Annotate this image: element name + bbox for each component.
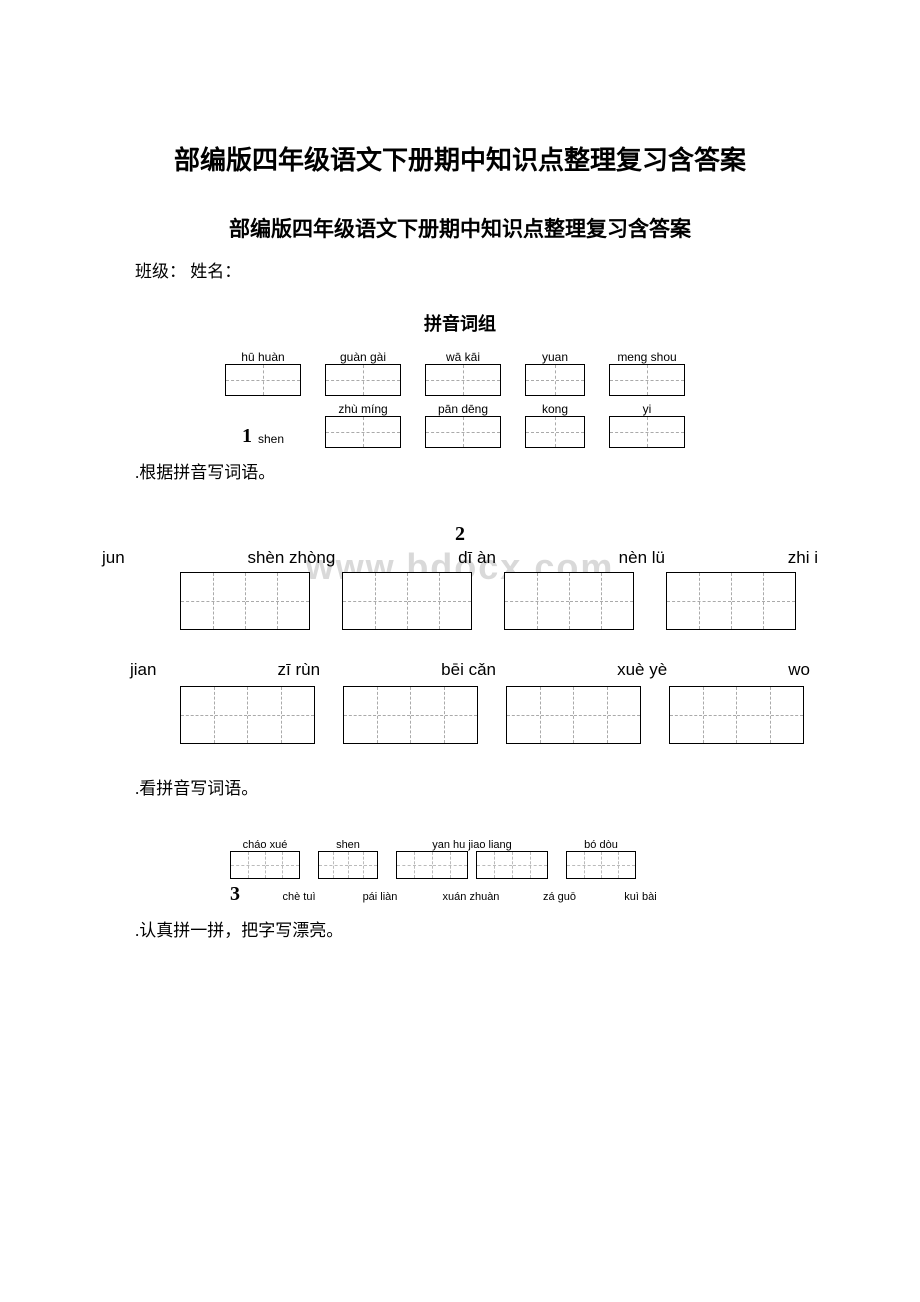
question-3-grid: cháo xué shen yan hu jiao liang bó dòu 3… — [230, 839, 820, 906]
tian-grid — [666, 572, 796, 630]
question-1-instruction: .根据拼音写词语。 — [100, 458, 820, 483]
pinyin-label: zá guō — [532, 891, 587, 903]
pinyin-label: xuè yè — [617, 660, 667, 680]
tian-grid — [325, 364, 401, 396]
pinyin-label: shèn zhòng — [247, 548, 335, 568]
pinyin-label: bēi cǎn — [441, 660, 496, 680]
tian-grid — [180, 572, 310, 630]
pinyin-label: shen — [318, 839, 378, 851]
question-number-3: 3 — [230, 883, 240, 906]
section-title-pinyin: 拼音词组 — [100, 310, 820, 336]
question-3-instruction: .认真拼一拼，把字写漂亮。 — [100, 916, 820, 941]
tian-grid — [669, 686, 804, 744]
tian-grid — [343, 686, 478, 744]
pinyin-label: kuì bài — [613, 891, 668, 903]
pinyin-label: chè tuì — [274, 891, 324, 903]
pinyin-label: dī àn — [458, 548, 496, 568]
question-number-1: 1 — [242, 425, 252, 448]
pinyin-label: zhi i — [788, 548, 818, 568]
tian-grid — [525, 364, 585, 396]
tian-grid — [476, 851, 548, 879]
pinyin-label: meng shou — [609, 350, 685, 364]
tian-grid — [609, 416, 685, 448]
pinyin-label: kong — [525, 402, 585, 416]
pinyin-label: cháo xué — [230, 839, 300, 851]
pinyin-label: yuan — [525, 350, 585, 364]
pinyin-label: jun — [102, 548, 125, 568]
pinyin-label: pān dēng — [425, 402, 501, 416]
tian-grid — [566, 851, 636, 879]
pinyin-label: zhù míng — [325, 402, 401, 416]
pinyin-label: pái liàn — [350, 891, 410, 903]
tian-grid — [230, 851, 300, 879]
pinyin-label: zī rùn — [278, 660, 321, 680]
pinyin-label: wā kāi — [425, 350, 501, 364]
class-name-line: 班级： 姓名： — [100, 257, 820, 282]
tian-grid — [425, 416, 501, 448]
question-2-grid: 2 jun shèn zhòng dī àn nèn lü zhi i www.… — [100, 523, 820, 744]
pinyin-label: hū huàn — [225, 350, 301, 364]
pinyin-label: wo — [788, 660, 810, 680]
tian-grid — [180, 686, 315, 744]
tian-grid — [525, 416, 585, 448]
pinyin-label: bó dòu — [566, 839, 636, 851]
tian-grid — [396, 851, 468, 879]
tian-grid — [609, 364, 685, 396]
page-subtitle: 部编版四年级语文下册期中知识点整理复习含答案 — [100, 213, 820, 243]
pinyin-label: yi — [609, 402, 685, 416]
question-2-instruction: .看拼音写词语。 — [100, 774, 820, 799]
tian-grid — [318, 851, 378, 879]
pinyin-label: guàn gài — [325, 350, 401, 364]
tian-grid — [504, 572, 634, 630]
pinyin-label: nèn lü — [619, 548, 665, 568]
pinyin-label: yan hu jiao liang — [396, 839, 548, 851]
question-1-grid: hū huàn guàn gài wā kāi yuan meng shou 1… — [225, 350, 820, 448]
pinyin-label: xuán zhuàn — [436, 891, 506, 903]
page-title: 部编版四年级语文下册期中知识点整理复习含答案 — [100, 140, 820, 177]
tian-grid — [506, 686, 641, 744]
question-number-2: 2 — [100, 523, 820, 546]
tian-grid — [225, 364, 301, 396]
tian-grid — [342, 572, 472, 630]
pinyin-label: jian — [130, 660, 156, 680]
pinyin-label: shen — [258, 432, 284, 446]
tian-grid — [425, 364, 501, 396]
tian-grid — [325, 416, 401, 448]
